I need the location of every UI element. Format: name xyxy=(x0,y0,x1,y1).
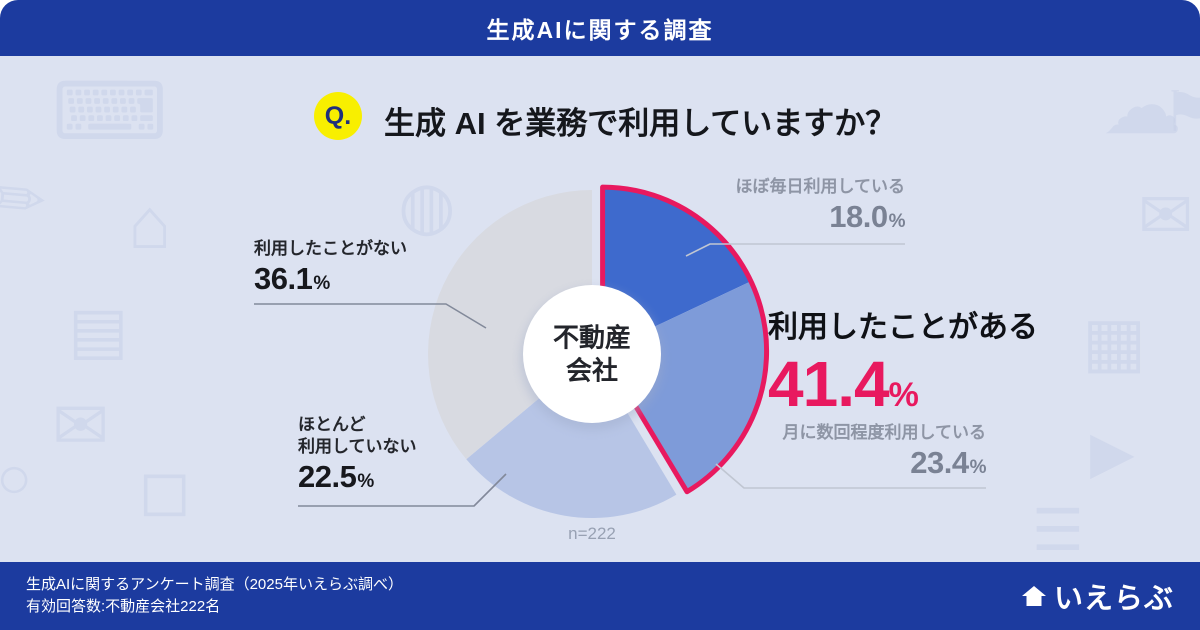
value-number: 36.1 xyxy=(254,261,313,297)
slice-label-never: 利用したことがない xyxy=(254,239,407,258)
highlight-group-label: 利用したことがある xyxy=(768,311,1038,344)
cloud-icon: ☁ xyxy=(1102,61,1182,150)
highlight-group-block: 利用したことがある 41.4% xyxy=(768,302,1038,416)
footer-text: 生成AIに関するアンケート調査（2025年いえらぶ調べ） 有効回答数:不動産会社… xyxy=(26,574,403,619)
pencil-icon: ✎ xyxy=(0,155,63,245)
donut-center-label: 不動産 会社 xyxy=(552,322,632,386)
house-icon: ⌂ xyxy=(128,184,172,264)
document-icon: ▤ xyxy=(68,294,129,366)
flag-icon: ⚑ xyxy=(1162,80,1200,143)
slice-label-block-rarely: ほとんど 利用していない 22.5% xyxy=(298,414,417,494)
value-number: 23.4 xyxy=(910,445,969,481)
slice-value-never: 36.1% xyxy=(254,262,407,296)
speech-icon: ◍ xyxy=(398,168,456,242)
footer-source-line: 生成AIに関するアンケート調査（2025年いえらぶ調べ） xyxy=(26,575,403,593)
value-number: 41.4 xyxy=(768,348,890,420)
ielove-logo: いえらぶ xyxy=(1021,575,1174,617)
question-title: 生成 AI を業務で利用していますか？ xyxy=(384,106,897,141)
header-title: 生成AIに関する調査 xyxy=(486,17,714,43)
highlight-group-value: 41.4% xyxy=(768,352,1038,416)
slice-label-rarely: ほとんど 利用していない xyxy=(298,415,417,457)
logo-house-icon xyxy=(1021,586,1046,606)
header-bar: 生成AIに関する調査 xyxy=(0,0,1200,56)
value-number: 22.5 xyxy=(298,459,357,495)
percent-sign: % xyxy=(313,273,330,295)
envelope-icon: ✉ xyxy=(52,388,109,464)
sample-size-note: n=222 xyxy=(568,524,616,543)
slice-value-rarely: 22.5% xyxy=(298,460,417,494)
value-number: 18.0 xyxy=(829,199,888,235)
percent-sign: % xyxy=(888,211,906,233)
menu-icon: ☰ xyxy=(1032,498,1084,563)
footer-respondents-line: 有効回答数:不動産会社222名 xyxy=(26,598,221,615)
slice-label-monthly: 月に数回程度利用している xyxy=(782,423,987,442)
footer-bar: 生成AIに関するアンケート調査（2025年いえらぶ調べ） 有効回答数:不動産会社… xyxy=(0,562,1200,630)
keyboard-icon: ⌨ xyxy=(52,67,168,156)
slice-value-monthly: 23.4% xyxy=(783,445,987,481)
slice-value-daily: 18.0% xyxy=(736,199,906,235)
percent-sign: % xyxy=(357,471,374,493)
question-badge-text: Q. xyxy=(324,101,352,130)
logo-text: いえらぶ xyxy=(1053,583,1174,615)
question-badge: Q. xyxy=(314,92,362,140)
percent-sign: % xyxy=(888,376,919,414)
slice-label-block-daily: ほぼ毎日利用している 18.0% xyxy=(736,176,906,234)
percent-sign: % xyxy=(969,457,987,479)
circle-icon: ○ xyxy=(0,444,33,511)
play-icon: ▶ xyxy=(1090,420,1135,485)
slice-label-daily: ほぼ毎日利用している xyxy=(735,177,906,196)
box-icon: ◻ xyxy=(138,454,192,526)
slice-label-block-never: 利用したことがない 36.1% xyxy=(254,238,407,296)
mail-icon: ✉ xyxy=(1138,178,1194,252)
calendar-icon: ▦ xyxy=(1082,304,1147,380)
slice-label-block-monthly: 月に数回程度利用している 23.4% xyxy=(783,422,987,480)
